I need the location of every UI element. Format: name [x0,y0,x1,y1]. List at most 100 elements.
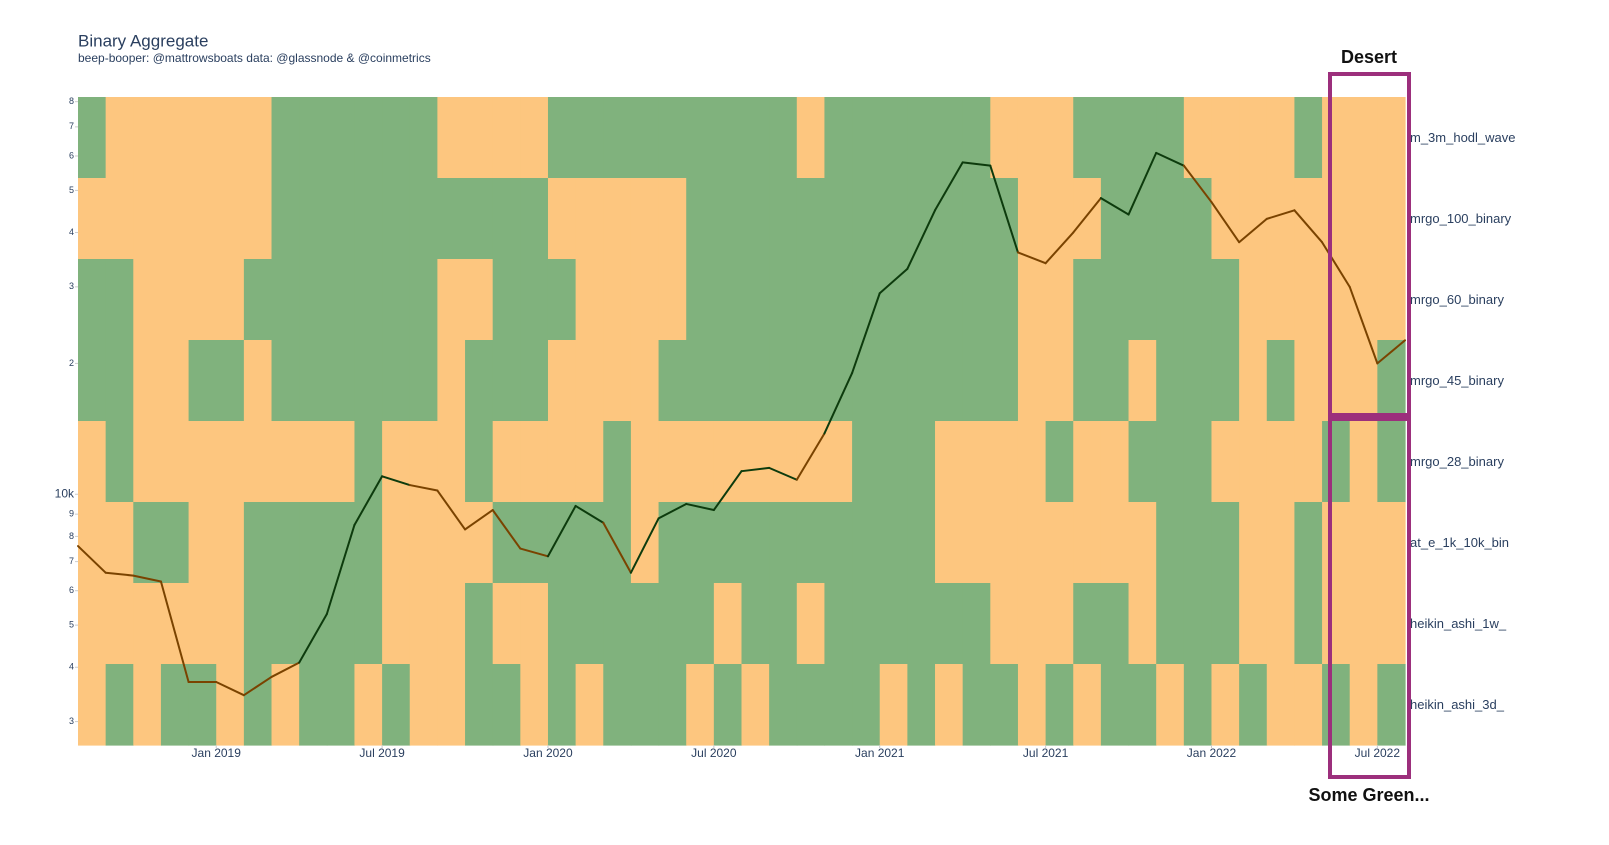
heatmap-cell [1183,97,1213,179]
heatmap-cell [160,421,190,503]
heatmap-cell [216,178,245,260]
heatmap-cell [188,97,217,179]
heatmap-cell [1156,178,1185,260]
heatmap-cell [1183,583,1213,665]
heatmap-cell [990,664,1019,746]
heatmap-cell [326,178,356,260]
heatmap-cell [713,178,743,260]
heatmap-cell [1322,502,1351,584]
price-line-segment [1376,339,1406,365]
heatmap-cell [1349,664,1378,746]
heatmap-cell [105,259,134,341]
heatmap-cell [216,340,245,422]
heatmap-cell [1349,97,1378,179]
heatmap-cell [1017,583,1047,665]
heatmap-cell [188,583,217,665]
heatmap-cell [1266,664,1296,746]
heatmap-cell [133,178,162,260]
heatmap-cell [907,421,936,503]
price-line-segment [795,432,826,481]
heatmap-cell [741,340,770,422]
heatmap-cell [188,340,217,422]
heatmap-cell [437,178,466,260]
heatmap-cell [354,664,383,746]
heatmap-cell [243,583,273,665]
heatmap-cell [603,340,632,422]
heatmap-cell [962,97,991,179]
heatmap-cell [852,421,881,503]
heatmap-cell [1128,178,1157,260]
heatmap-cell [686,259,715,341]
heatmap-cell [990,259,1019,341]
heatmap-cell [741,421,770,503]
heatmap-cell [1183,178,1213,260]
heatmap-cell [796,97,826,179]
heatmap-cell [326,259,356,341]
row-label: m_3m_hodl_wave [1410,130,1516,145]
heatmap-cell [1156,583,1185,665]
price-line-segment [657,502,688,520]
heatmap-cell [630,340,660,422]
price-line-segment [1099,197,1130,216]
heatmap-cell [133,664,162,746]
heatmap-cell [575,421,604,503]
heatmap-cell [796,178,826,260]
heatmap-cell [1349,583,1378,665]
heatmap-cell [879,664,908,746]
heatmap-cell [1239,340,1268,422]
heatmap-cell [686,421,715,503]
price-line-segment [961,161,992,167]
heatmap-cell [271,340,300,422]
heatmap-cell [465,340,494,422]
heatmap-cell [1211,178,1240,260]
heatmap-cell [1100,178,1130,260]
price-line-segment [1072,197,1102,234]
heatmap-cell [105,502,134,584]
heatmap-cell [1156,259,1185,341]
heatmap-cell [520,340,549,422]
heatmap-cell [78,97,107,179]
price-line-segment [1182,164,1213,204]
heatmap-cell [575,97,604,179]
heatmap-cell [243,340,273,422]
heatmap-cell [603,97,632,179]
heatmap-cell [243,421,273,503]
heatmap-cell [1266,259,1296,341]
price-line-segment [242,675,273,697]
heatmap-cell [1322,259,1351,341]
heatmap-cell [160,259,190,341]
heatmap-cell [78,502,107,584]
heatmap-cell [465,259,494,341]
heatmap-cell [935,259,964,341]
y-tick-label: 7 [69,121,74,131]
heatmap-cell [824,421,853,503]
heatmap-cell [1100,583,1130,665]
price-line-segment [906,209,937,270]
heatmap-cell [492,178,521,260]
price-line-segment [1238,217,1268,244]
heatmap-cell [1183,259,1213,341]
heatmap-cell [990,421,1019,503]
heatmap-cell [1017,259,1047,341]
heatmap-cell [1100,340,1130,422]
heatmap-cell [105,421,134,503]
x-tick-label: Jul 2022 [1355,746,1401,760]
heatmap-cell [907,259,936,341]
heatmap-cell [547,178,577,260]
price-line-segment [1293,209,1324,244]
heatmap-cell [105,340,134,422]
heatmap-cell [382,583,411,665]
heatmap-cell [935,502,964,584]
y-tick-label: 6 [69,585,74,595]
price-line-segment [436,489,467,531]
heatmap-cell [1156,664,1185,746]
heatmap-cell [437,421,466,503]
heatmap-cell [1156,421,1185,503]
heatmap-cell [686,340,715,422]
heatmap-cell [769,97,798,179]
price-line-segment [1016,251,1047,265]
heatmap-cell [796,340,826,422]
heatmap-cell [1017,178,1047,260]
price-line-segment [934,161,964,212]
price-line-segment [408,484,439,492]
